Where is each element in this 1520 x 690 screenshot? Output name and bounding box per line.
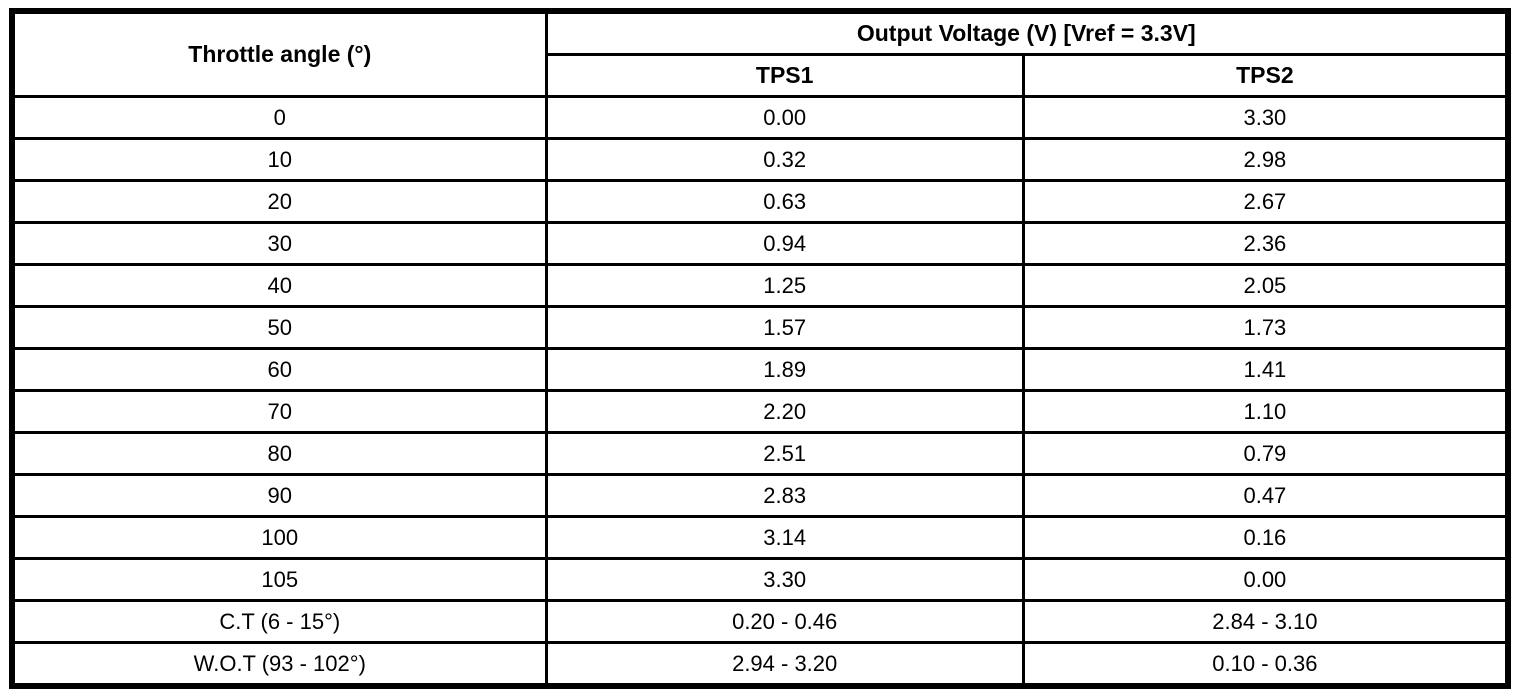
- table-row: 30 0.94 2.36: [10, 221, 1510, 266]
- tps2-cell: 1.10: [1021, 389, 1510, 434]
- tps1-cell: 2.83: [544, 473, 1025, 518]
- tps2-header: TPS2: [1021, 53, 1510, 98]
- tps1-header: TPS1: [544, 53, 1025, 98]
- throttle-angle-cell: C.T (6 - 15°): [10, 599, 548, 644]
- table-row: 20 0.63 2.67: [10, 179, 1510, 224]
- tps1-cell: 1.57: [544, 305, 1025, 350]
- throttle-angle-cell: 20: [10, 179, 548, 224]
- throttle-angle-cell: 0: [10, 95, 548, 140]
- tps1-cell: 2.94 - 3.20: [544, 641, 1025, 688]
- throttle-angle-cell: 30: [10, 221, 548, 266]
- tps1-cell: 2.20: [544, 389, 1025, 434]
- table-header: Throttle angle (°) Output Voltage (V) [V…: [10, 9, 1510, 98]
- tps2-cell: 2.84 - 3.10: [1021, 599, 1510, 644]
- table-row: 40 1.25 2.05: [10, 263, 1510, 308]
- tps2-cell: 0.47: [1021, 473, 1510, 518]
- tps1-cell: 1.25: [544, 263, 1025, 308]
- throttle-angle-cell: W.O.T (93 - 102°): [10, 641, 548, 688]
- tps2-cell: 3.30: [1021, 95, 1510, 140]
- table-row: 50 1.57 1.73: [10, 305, 1510, 350]
- header-row-group: Throttle angle (°) Output Voltage (V) [V…: [10, 9, 1510, 98]
- tps2-cell: 2.36: [1021, 221, 1510, 266]
- table-row: W.O.T (93 - 102°) 2.94 - 3.20 0.10 - 0.3…: [10, 641, 1510, 688]
- tps1-cell: 0.00: [544, 95, 1025, 140]
- throttle-angle-cell: 70: [10, 389, 548, 434]
- tps2-cell: 0.00: [1021, 557, 1510, 602]
- throttle-angle-header: Throttle angle (°): [10, 9, 548, 98]
- throttle-angle-cell: 80: [10, 431, 548, 476]
- tps2-cell: 0.79: [1021, 431, 1510, 476]
- tps2-cell: 1.41: [1021, 347, 1510, 392]
- tps2-cell: 0.10 - 0.36: [1021, 641, 1510, 688]
- tps1-cell: 0.20 - 0.46: [544, 599, 1025, 644]
- table-row: 90 2.83 0.47: [10, 473, 1510, 518]
- tps2-cell: 2.05: [1021, 263, 1510, 308]
- throttle-angle-cell: 10: [10, 137, 548, 182]
- table-row: 60 1.89 1.41: [10, 347, 1510, 392]
- throttle-angle-cell: 100: [10, 515, 548, 560]
- table-row: 100 3.14 0.16: [10, 515, 1510, 560]
- tps1-cell: 3.30: [544, 557, 1025, 602]
- table-body: 0 0.00 3.30 10 0.32 2.98 20 0.63 2.67 30…: [10, 95, 1510, 688]
- tps2-cell: 2.98: [1021, 137, 1510, 182]
- table-row: 0 0.00 3.30: [10, 95, 1510, 140]
- output-voltage-header: Output Voltage (V) [Vref = 3.3V]: [544, 9, 1510, 56]
- throttle-angle-cell: 60: [10, 347, 548, 392]
- table-row: 10 0.32 2.98: [10, 137, 1510, 182]
- tps1-cell: 0.32: [544, 137, 1025, 182]
- throttle-angle-cell: 105: [10, 557, 548, 602]
- throttle-angle-cell: 40: [10, 263, 548, 308]
- tps1-cell: 2.51: [544, 431, 1025, 476]
- tps2-cell: 1.73: [1021, 305, 1510, 350]
- tps1-cell: 1.89: [544, 347, 1025, 392]
- table-row: C.T (6 - 15°) 0.20 - 0.46 2.84 - 3.10: [10, 599, 1510, 644]
- tps2-cell: 0.16: [1021, 515, 1510, 560]
- header-row-sub: TPS1 TPS2: [12, 53, 1510, 98]
- table-row: 105 3.30 0.00: [10, 557, 1510, 602]
- tps2-cell: 2.67: [1021, 179, 1510, 224]
- tps1-cell: 3.14: [544, 515, 1025, 560]
- throttle-angle-cell: 90: [10, 473, 548, 518]
- table-row: 70 2.20 1.10: [10, 389, 1510, 434]
- tps1-cell: 0.63: [544, 179, 1025, 224]
- throttle-angle-cell: 50: [10, 305, 548, 350]
- tps-voltage-table: Throttle angle (°) Output Voltage (V) [V…: [9, 8, 1511, 689]
- tps1-cell: 0.94: [544, 221, 1025, 266]
- table-row: 80 2.51 0.79: [10, 431, 1510, 476]
